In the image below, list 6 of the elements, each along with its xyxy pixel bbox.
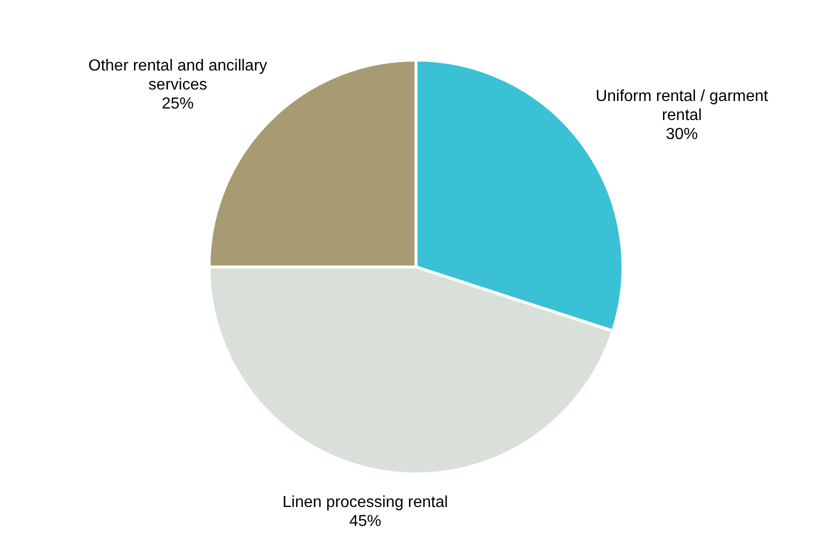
slice-label: Other rental and ancillary services <box>88 57 268 94</box>
slice-label: Uniform rental / garment rental <box>596 88 769 124</box>
data-label: 45% <box>349 512 382 530</box>
slice-label: Linen processing rental <box>282 494 448 511</box>
data-label: 25% <box>162 95 194 112</box>
data-label: 30% <box>666 126 698 144</box>
